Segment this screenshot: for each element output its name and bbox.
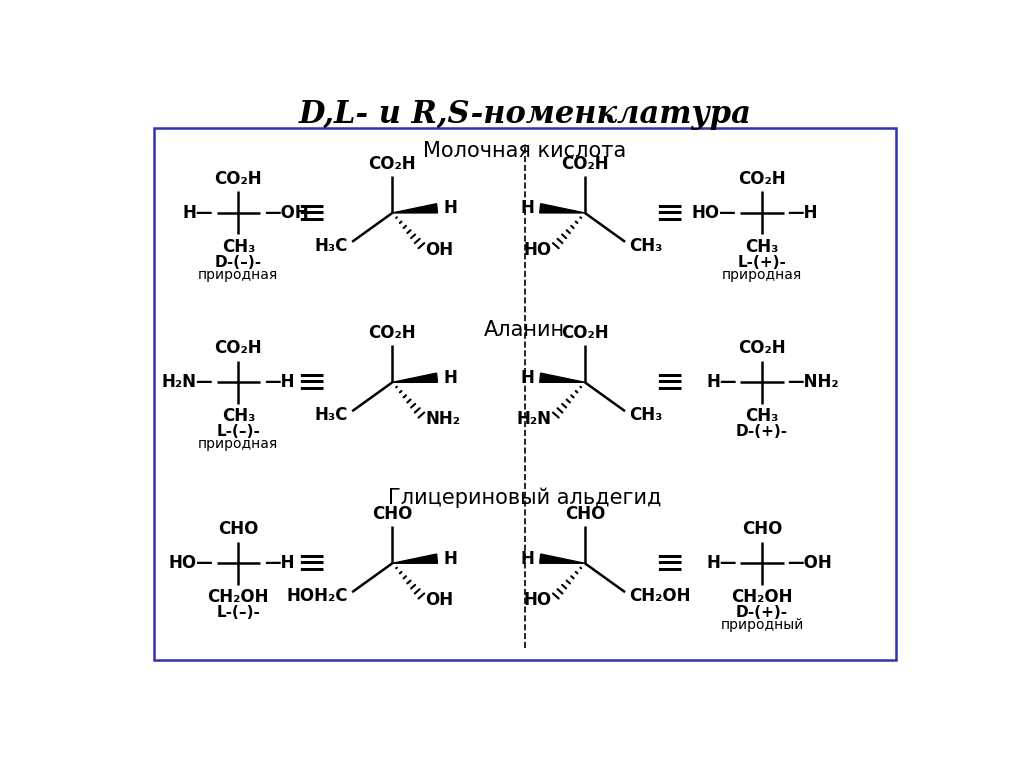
Text: Молочная кислота: Молочная кислота [423, 141, 627, 161]
Text: H: H [520, 550, 535, 568]
Text: CH₂OH: CH₂OH [731, 588, 793, 606]
Text: CO₂H: CO₂H [561, 324, 608, 342]
Text: Глицериновый альдегид: Глицериновый альдегид [388, 488, 662, 508]
Text: HO: HO [524, 241, 552, 258]
Text: CH₃: CH₃ [745, 407, 778, 425]
Text: —NH₂: —NH₂ [787, 374, 839, 391]
Text: ≡: ≡ [296, 365, 327, 400]
Text: ≡: ≡ [296, 546, 327, 581]
Text: CH₃: CH₃ [745, 238, 778, 256]
Text: D-(+)-: D-(+)- [736, 424, 788, 439]
Text: CO₂H: CO₂H [369, 155, 416, 173]
Text: CH₃: CH₃ [629, 406, 663, 424]
Text: D-(–)-: D-(–)- [215, 255, 262, 270]
Text: H₃C: H₃C [315, 406, 348, 424]
Text: L-(+)-: L-(+)- [737, 255, 786, 270]
Polygon shape [540, 373, 585, 382]
Text: H₂N—: H₂N— [162, 374, 213, 391]
Text: природная: природная [722, 268, 802, 281]
Text: Аланин: Аланин [484, 320, 565, 340]
Text: природный: природный [720, 618, 804, 632]
Text: CO₂H: CO₂H [215, 340, 262, 357]
Text: природная: природная [199, 437, 279, 451]
Text: HO—: HO— [692, 204, 736, 222]
Text: —H: —H [787, 204, 818, 222]
Text: H: H [443, 550, 457, 568]
Text: L-(–)-: L-(–)- [216, 424, 260, 439]
Text: ≡: ≡ [654, 546, 685, 581]
Text: CHO: CHO [372, 505, 413, 523]
Text: CO₂H: CO₂H [738, 170, 785, 188]
Text: H—: H— [707, 374, 736, 391]
Text: CH₃: CH₃ [221, 238, 255, 256]
Text: CH₃: CH₃ [629, 237, 663, 255]
Text: CHO: CHO [218, 520, 258, 538]
Text: —H: —H [264, 555, 294, 572]
Text: природная: природная [199, 268, 279, 281]
Text: D,L- и R,S-номенклатура: D,L- и R,S-номенклатура [298, 99, 752, 130]
Text: CO₂H: CO₂H [215, 170, 262, 188]
Text: H: H [520, 199, 535, 217]
Text: H: H [520, 369, 535, 387]
Text: ≡: ≡ [654, 365, 685, 400]
Text: CHO: CHO [564, 505, 605, 523]
Text: CHO: CHO [741, 520, 782, 538]
Text: CH₂OH: CH₂OH [629, 587, 690, 605]
Polygon shape [540, 204, 585, 213]
Text: CO₂H: CO₂H [738, 340, 785, 357]
Text: H₃C: H₃C [315, 237, 348, 255]
Polygon shape [392, 373, 437, 382]
Text: —OH: —OH [264, 204, 308, 222]
Text: CO₂H: CO₂H [369, 324, 416, 342]
Polygon shape [392, 204, 437, 213]
Text: H₂N: H₂N [517, 410, 552, 428]
Text: L-(–)-: L-(–)- [216, 605, 260, 620]
Text: —H: —H [264, 374, 294, 391]
Text: H: H [443, 199, 457, 217]
Bar [154, 128, 896, 660]
Text: H—: H— [182, 204, 213, 222]
Text: CO₂H: CO₂H [561, 155, 608, 173]
Text: OH: OH [425, 591, 454, 609]
Text: NH₂: NH₂ [425, 410, 460, 428]
Text: HO—: HO— [168, 555, 213, 572]
Text: HOH₂C: HOH₂C [287, 587, 348, 605]
Text: OH: OH [425, 241, 454, 258]
Text: ≡: ≡ [296, 196, 327, 230]
Polygon shape [392, 554, 437, 563]
Polygon shape [540, 554, 585, 563]
Text: H—: H— [707, 555, 736, 572]
Text: D-(+)-: D-(+)- [736, 605, 788, 620]
Text: CH₂OH: CH₂OH [208, 588, 269, 606]
Text: —OH: —OH [787, 555, 833, 572]
Text: H: H [443, 369, 457, 387]
Text: CH₃: CH₃ [221, 407, 255, 425]
Text: ≡: ≡ [654, 196, 685, 230]
Text: HO: HO [524, 591, 552, 609]
